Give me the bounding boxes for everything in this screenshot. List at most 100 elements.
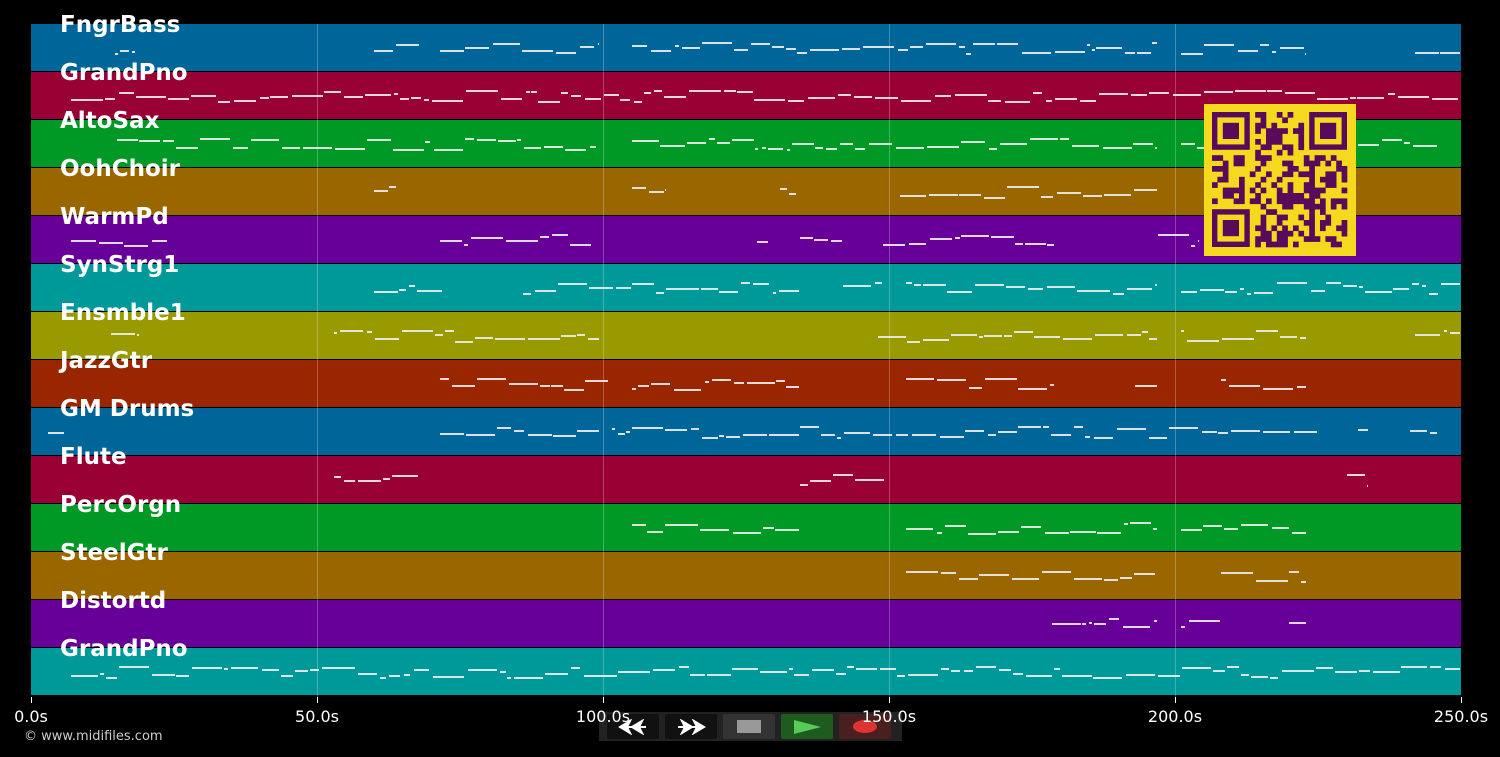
note xyxy=(191,667,223,669)
note xyxy=(997,43,1019,45)
note xyxy=(809,480,831,482)
note xyxy=(1421,285,1426,287)
note xyxy=(1203,91,1234,93)
note xyxy=(1013,673,1023,675)
note xyxy=(936,532,942,534)
note xyxy=(1259,44,1270,46)
note xyxy=(926,146,959,148)
track-lane[interactable] xyxy=(31,600,1461,648)
note xyxy=(726,436,741,438)
note xyxy=(1180,291,1197,293)
note xyxy=(1300,581,1306,583)
track-lane[interactable] xyxy=(31,24,1461,72)
track-lane[interactable] xyxy=(31,504,1461,552)
note xyxy=(757,241,768,243)
note xyxy=(1186,340,1219,342)
note xyxy=(706,674,731,676)
note xyxy=(897,49,909,51)
note xyxy=(1325,282,1342,284)
note xyxy=(399,289,406,291)
track-label: GrandPno xyxy=(60,636,188,662)
rewind-button[interactable] xyxy=(607,714,659,739)
note xyxy=(439,240,462,242)
qr-code[interactable] xyxy=(1204,104,1356,256)
note xyxy=(1358,429,1369,431)
note xyxy=(432,676,465,678)
note xyxy=(1366,485,1369,487)
track-lane[interactable] xyxy=(31,72,1461,120)
note xyxy=(954,94,987,96)
note xyxy=(1202,525,1223,527)
note xyxy=(958,578,978,580)
note xyxy=(105,677,117,679)
note xyxy=(912,434,937,436)
play-button[interactable] xyxy=(781,714,833,739)
note xyxy=(499,671,507,673)
note xyxy=(874,97,898,99)
track-lane[interactable] xyxy=(31,360,1461,408)
note xyxy=(1073,578,1103,580)
note xyxy=(990,236,1014,238)
note xyxy=(651,50,671,52)
track-lane[interactable] xyxy=(31,552,1461,600)
note xyxy=(507,677,511,679)
note xyxy=(906,282,912,284)
note xyxy=(1429,432,1438,434)
note xyxy=(1409,430,1428,432)
note xyxy=(389,675,401,677)
note xyxy=(877,336,907,338)
note xyxy=(1359,286,1363,288)
note xyxy=(941,668,950,670)
note xyxy=(550,385,563,387)
note xyxy=(465,138,475,140)
note xyxy=(746,382,776,384)
note xyxy=(1227,666,1239,668)
track-lane[interactable] xyxy=(31,648,1461,696)
note xyxy=(1180,53,1203,55)
stop-icon xyxy=(737,720,761,733)
note xyxy=(1004,335,1013,337)
note xyxy=(1281,670,1315,672)
note xyxy=(465,90,498,92)
note xyxy=(779,290,800,292)
note xyxy=(496,427,511,429)
note xyxy=(997,431,1017,433)
note xyxy=(392,475,418,477)
note xyxy=(382,478,390,480)
note xyxy=(465,434,496,436)
note xyxy=(1190,245,1196,247)
fast-forward-button[interactable] xyxy=(665,714,717,739)
note xyxy=(375,338,399,340)
note xyxy=(1429,666,1442,668)
note xyxy=(1024,243,1047,245)
note xyxy=(821,434,835,436)
note xyxy=(1045,100,1052,102)
record-button[interactable] xyxy=(839,714,891,739)
track-label: FngrBass xyxy=(60,12,181,38)
note xyxy=(617,433,625,435)
note xyxy=(936,379,967,381)
note xyxy=(831,240,843,242)
note xyxy=(663,96,687,98)
note xyxy=(230,667,259,669)
note xyxy=(1124,52,1135,54)
stop-button[interactable] xyxy=(723,714,775,739)
note xyxy=(1203,44,1234,46)
note xyxy=(835,673,846,675)
track-lane[interactable] xyxy=(31,264,1461,312)
note xyxy=(577,334,585,336)
track-lane[interactable] xyxy=(31,312,1461,360)
note xyxy=(1293,431,1317,433)
note xyxy=(597,43,600,45)
note xyxy=(751,43,770,45)
note xyxy=(1200,289,1224,291)
note xyxy=(754,99,785,101)
note xyxy=(1053,668,1060,670)
note xyxy=(900,195,927,197)
track-lane[interactable] xyxy=(31,408,1461,456)
note xyxy=(464,244,468,246)
track-lane[interactable] xyxy=(31,456,1461,504)
note xyxy=(1231,430,1261,432)
note xyxy=(1157,234,1190,236)
note xyxy=(631,388,636,390)
